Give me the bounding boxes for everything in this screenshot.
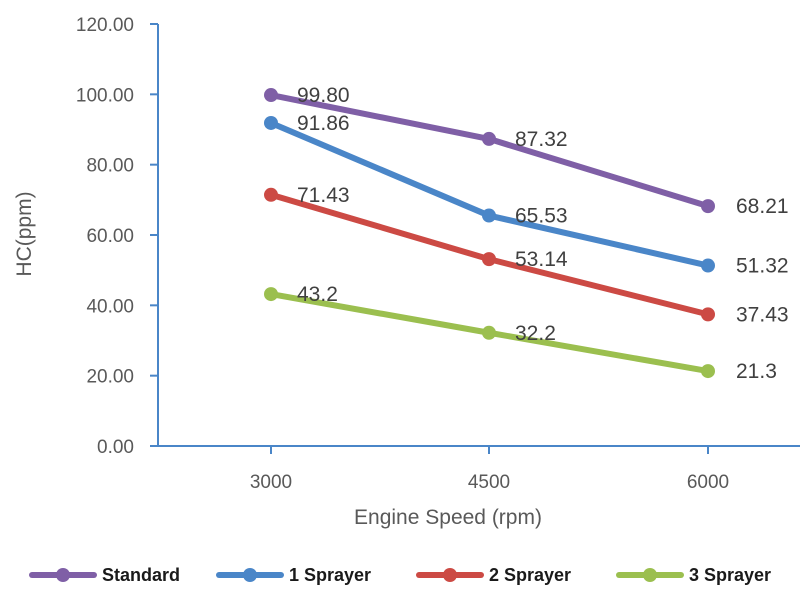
data-point-3-sprayer: [701, 364, 715, 379]
data-label-1-sprayer: 51.32: [736, 255, 789, 278]
data-label-3-sprayer: 32.2: [515, 322, 556, 345]
legend-label-2-sprayer: 2 Sprayer: [489, 565, 571, 585]
x-tick-label: 3000: [250, 472, 292, 493]
data-label-standard: 87.32: [515, 128, 568, 151]
y-tick-labels: 0.00 20.00 40.00 60.00 80.00 100.00 120.00: [76, 15, 134, 458]
data-label-1-sprayer: 65.53: [515, 205, 568, 228]
data-point-standard: [482, 131, 496, 146]
y-tick-label: 120.00: [76, 15, 134, 36]
y-tick-label: 80.00: [86, 156, 134, 177]
legend-marker-3-sprayer: [643, 568, 657, 582]
data-point-2-sprayer: [701, 307, 715, 322]
data-point-2-sprayer: [264, 187, 278, 202]
data-label-2-sprayer: 71.43: [297, 184, 350, 207]
data-point-2-sprayer: [482, 252, 496, 267]
x-axis-title: Engine Speed (rpm): [354, 506, 542, 529]
data-label-1-sprayer: 91.86: [297, 112, 350, 135]
data-label-2-sprayer: 37.43: [736, 303, 789, 326]
legend-marker-standard: [56, 568, 70, 582]
legend-label-1-sprayer: 1 Sprayer: [289, 565, 371, 585]
legend: Standard 1 Sprayer 2 Sprayer 3 Sprayer: [29, 565, 771, 585]
legend-marker-2-sprayer: [443, 568, 457, 582]
y-tick-label: 0.00: [97, 437, 134, 458]
data-label-standard: 68.21: [736, 195, 789, 218]
data-point-1-sprayer: [482, 208, 496, 223]
x-tick-label: 4500: [468, 472, 510, 493]
data-point-3-sprayer: [264, 287, 278, 302]
axes: [150, 23, 800, 454]
y-axis-title: HC(ppm): [13, 191, 36, 276]
x-tick-label: 6000: [687, 472, 729, 493]
data-point-standard: [264, 88, 278, 103]
data-label-standard: 99.80: [297, 84, 350, 107]
x-tick-labels: 3000 4500 6000: [250, 472, 729, 493]
y-tick-label: 60.00: [86, 226, 134, 247]
series-lines: [264, 88, 715, 379]
legend-label-3-sprayer: 3 Sprayer: [689, 565, 771, 585]
y-tick-label: 20.00: [86, 367, 134, 388]
data-point-1-sprayer: [264, 115, 278, 130]
data-point-3-sprayer: [482, 325, 496, 340]
data-point-standard: [701, 199, 715, 214]
data-label-2-sprayer: 53.14: [515, 248, 568, 271]
data-point-1-sprayer: [701, 258, 715, 273]
data-labels: 99.80 87.32 68.21 91.86 65.53 51.32 71.43 53.14…: [297, 84, 789, 383]
y-tick-label: 40.00: [86, 296, 134, 317]
y-tick-label: 100.00: [76, 85, 134, 106]
data-label-3-sprayer: 21.3: [736, 360, 777, 383]
data-label-3-sprayer: 43.2: [297, 283, 338, 306]
legend-label-standard: Standard: [102, 565, 180, 585]
legend-marker-1-sprayer: [243, 568, 257, 582]
